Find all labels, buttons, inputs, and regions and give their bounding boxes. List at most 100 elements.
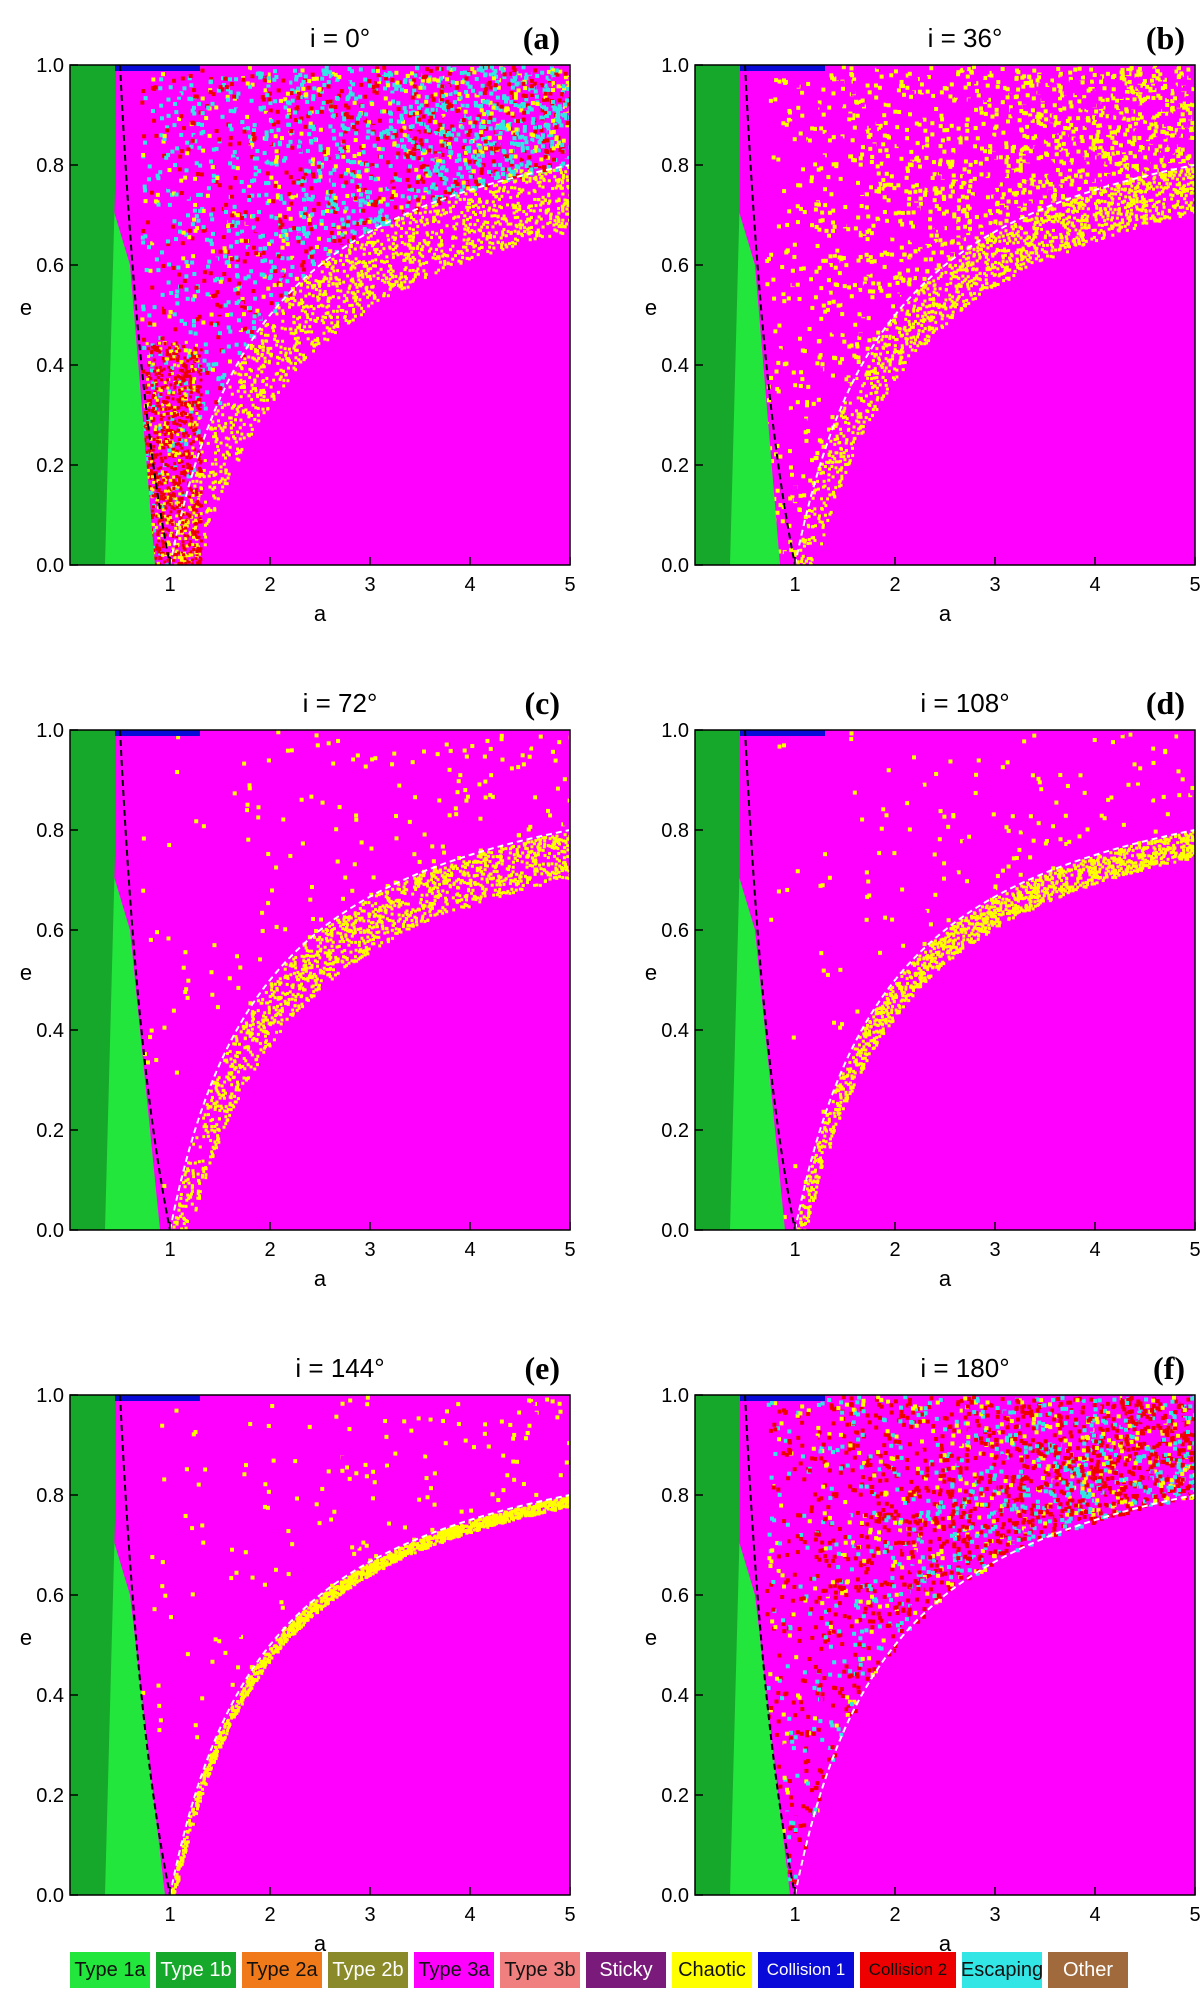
collision-dot: [192, 455, 196, 459]
chaotic-dot: [326, 296, 330, 300]
mixed-dot: [519, 157, 524, 162]
mixed-dot: [288, 131, 293, 136]
chaotic-dot: [463, 227, 467, 231]
chaotic-dot: [489, 234, 493, 238]
chaotic-dot: [212, 435, 216, 439]
mixed-dot: [236, 91, 241, 96]
collision-dot: [176, 354, 180, 358]
mixed-dot: [492, 117, 497, 122]
chaotic-dot: [423, 210, 427, 214]
collision-dot: [169, 531, 173, 535]
chaotic-dot: [270, 352, 274, 356]
mixed-dot: [310, 72, 315, 77]
mixed-dot: [181, 230, 186, 235]
mixed-dot: [469, 139, 474, 144]
mixed-dot: [391, 184, 396, 189]
chaotic-dot: [411, 268, 415, 272]
collision-dot: [199, 504, 203, 508]
mixed-dot: [435, 162, 440, 167]
mixed-dot: [267, 91, 272, 96]
chaotic-dot: [432, 215, 436, 219]
mixed-dot: [284, 170, 289, 175]
mixed-dot: [265, 93, 270, 98]
mixed-dot: [389, 111, 394, 116]
collision-dot: [145, 342, 149, 346]
mixed-dot: [501, 119, 506, 124]
mixed-dot: [200, 342, 205, 347]
mixed-dot: [773, 329, 778, 334]
chaotic-dot: [464, 224, 468, 228]
collision-dot: [163, 424, 167, 428]
collision-dot: [172, 482, 176, 486]
mixed-dot: [443, 116, 448, 121]
mixed-dot: [477, 104, 482, 109]
chaotic-dot: [559, 186, 563, 190]
mixed-dot: [206, 362, 211, 367]
chaotic-dot: [413, 275, 417, 279]
chaotic-dot: [233, 418, 237, 422]
collision-dot: [160, 403, 164, 407]
mixed-dot: [501, 123, 506, 128]
mixed-dot: [462, 184, 467, 189]
collision-dot: [191, 400, 195, 404]
mixed-dot: [489, 65, 494, 70]
mixed-dot: [273, 134, 278, 139]
chaotic-dot: [289, 361, 293, 365]
collision-dot: [152, 358, 156, 362]
chaotic-dot: [435, 212, 439, 216]
mixed-dot: [295, 89, 300, 94]
mixed-dot: [292, 186, 297, 191]
mixed-dot: [155, 219, 160, 224]
chaotic-dot: [294, 362, 298, 366]
mixed-dot: [288, 292, 293, 297]
mixed-dot: [293, 260, 298, 265]
mixed-dot: [486, 119, 491, 124]
chaotic-dot: [488, 206, 492, 210]
chaotic-dot: [453, 215, 457, 219]
mixed-dot: [472, 149, 477, 154]
mixed-dot: [251, 131, 256, 136]
mixed-dot: [555, 110, 560, 115]
mixed-dot: [990, 116, 995, 121]
collision-dot: [162, 502, 166, 506]
mixed-dot: [189, 351, 194, 356]
mixed-dot: [1037, 151, 1042, 156]
mixed-dot: [425, 67, 430, 72]
mixed-dot: [251, 289, 256, 294]
mixed-dot: [430, 185, 435, 190]
chaotic-dot: [247, 415, 251, 419]
mixed-dot: [197, 101, 202, 106]
mixed-dot: [465, 93, 470, 98]
mixed-dot: [520, 148, 525, 153]
mixed-dot: [283, 181, 288, 186]
mixed-dot: [228, 135, 233, 140]
chaotic-dot: [547, 201, 551, 205]
mixed-dot: [237, 299, 242, 304]
mixed-dot: [340, 232, 345, 237]
mixed-dot: [317, 178, 322, 183]
mixed-dot: [205, 292, 210, 297]
mixed-dot: [442, 141, 447, 146]
mixed-dot: [356, 173, 361, 178]
mixed-dot: [384, 214, 389, 219]
mixed-dot: [486, 183, 491, 188]
chaotic-dot: [368, 260, 372, 264]
mixed-dot: [428, 68, 433, 73]
chaotic-dot: [327, 299, 331, 303]
mixed-dot: [561, 84, 566, 89]
mixed-dot: [411, 173, 416, 178]
mixed-dot: [318, 170, 323, 175]
chaotic-dot: [371, 244, 375, 248]
chaotic-dot: [405, 214, 409, 218]
mixed-dot: [160, 336, 165, 341]
mixed-dot: [213, 257, 218, 262]
chaotic-dot: [466, 208, 470, 212]
mixed-dot: [399, 205, 404, 210]
collision-dot: [179, 514, 183, 518]
mixed-dot: [298, 167, 303, 172]
chaotic-dot: [361, 275, 365, 279]
mixed-dot: [407, 164, 412, 169]
collision-dot: [179, 529, 183, 533]
mixed-dot: [404, 152, 409, 157]
mixed-dot: [321, 210, 326, 215]
